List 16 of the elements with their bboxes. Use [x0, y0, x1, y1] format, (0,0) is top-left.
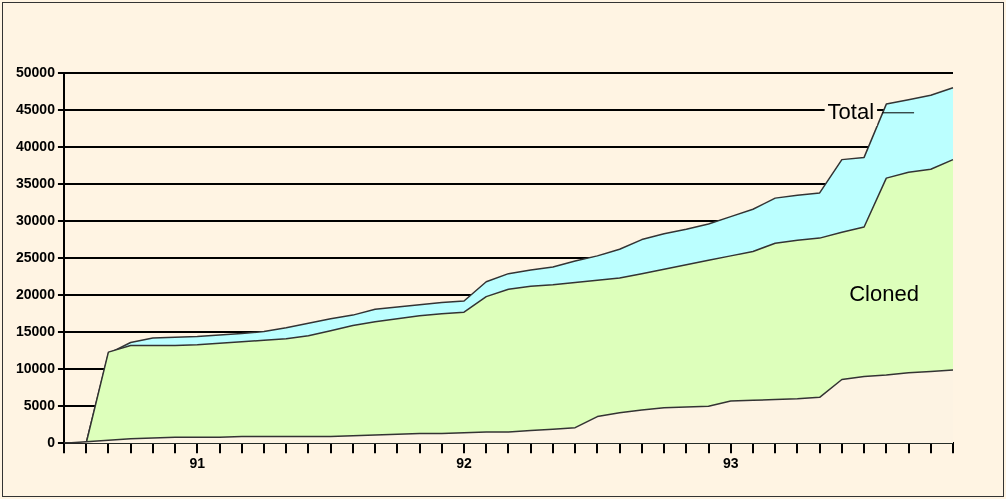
series-label: Cloned: [849, 281, 919, 307]
y-tick-label: 20000: [15, 285, 56, 302]
y-tick-label: 40000: [15, 137, 56, 154]
y-tick-label: 15000: [15, 323, 56, 339]
y-tick-label: 0: [47, 434, 56, 451]
y-tick-label: 50000: [15, 63, 56, 80]
x-tick-label: 91: [189, 455, 206, 472]
y-tick-label: 45000: [15, 100, 56, 117]
y-tick-label: 35000: [15, 174, 56, 191]
y-tick-label: 25000: [15, 248, 56, 265]
y-tick-label: 30000: [15, 211, 56, 228]
y-tick-label: 10000: [15, 360, 56, 377]
x-tick-label: 93: [722, 455, 739, 472]
x-tick-label: 92: [456, 455, 473, 472]
y-tick-label: 5000: [23, 397, 56, 414]
series-label: Total: [827, 98, 875, 124]
